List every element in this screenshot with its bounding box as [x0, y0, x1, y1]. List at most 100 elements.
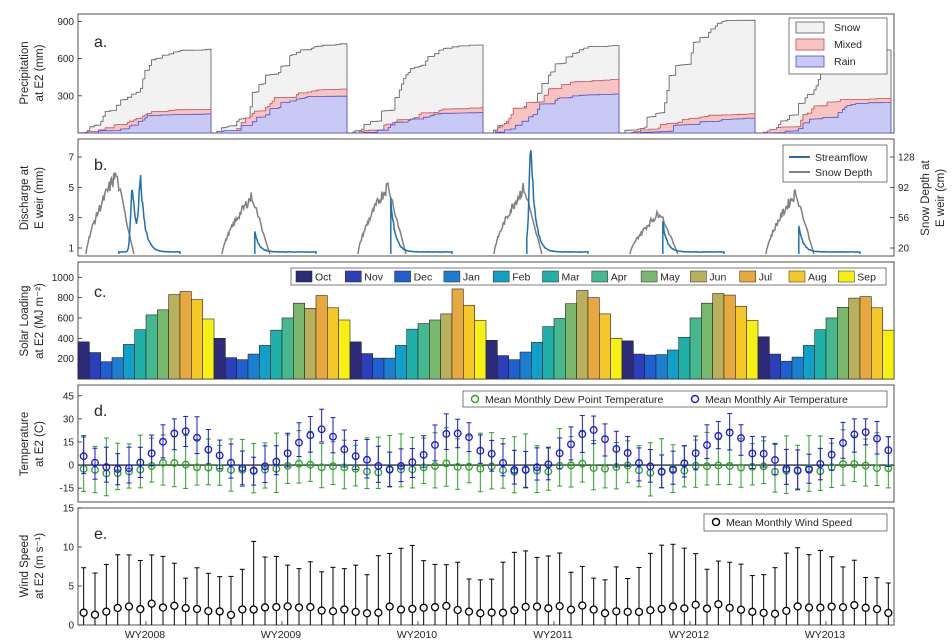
wind-point — [714, 600, 723, 609]
wind-point — [793, 602, 802, 611]
solar-bar-jun-wy2009 — [304, 307, 317, 380]
panel-d-label: d. — [94, 403, 107, 420]
wind-point — [646, 606, 655, 615]
wind-point — [532, 602, 542, 611]
solar-bar-jun-wy2011 — [576, 290, 589, 380]
wind-point — [782, 606, 791, 615]
legend-label-jan: Jan — [463, 272, 480, 284]
wind-point — [362, 609, 372, 618]
solar-bar-jul-wy2013 — [859, 296, 872, 380]
solar-bar-oct-wy2011 — [485, 340, 498, 380]
wind-point — [385, 602, 394, 611]
point-air — [295, 438, 303, 447]
solar-bar-oct-wy2012 — [621, 340, 634, 380]
wind-point — [612, 607, 621, 616]
wind-point — [124, 602, 134, 611]
legend-label-feb: Feb — [512, 272, 530, 284]
solar-bar-sep-wy2012 — [746, 320, 759, 380]
solar-bar-apr-wy2011 — [553, 318, 566, 380]
legend-label-may: May — [660, 272, 681, 284]
wind-point — [272, 602, 281, 612]
x-label-wy2011: WY2011 — [533, 629, 573, 641]
point-air — [249, 466, 258, 475]
wind-point — [702, 604, 712, 613]
panel-a-ylabel-line2: at E2 (mm) — [34, 44, 46, 101]
solar-bar-feb-wy2013 — [803, 345, 815, 380]
legend-label-snow: Snow — [834, 22, 861, 34]
panel-c-label: c. — [94, 284, 106, 301]
point-air — [759, 449, 768, 458]
panel-b: 1 3 5 7 20 56 92 128 b. Discharge at E weir (m… — [19, 138, 947, 257]
point-dewpoint — [861, 461, 870, 470]
point-air — [79, 452, 88, 461]
panel-a-ytick-label: 900 — [57, 17, 74, 28]
panel-d-yticks: 45 30 15 0 -15 — [60, 391, 82, 495]
point-air — [850, 430, 859, 439]
solar-bar-nov-wy2010 — [361, 353, 373, 380]
panel-a-plot — [80, 19, 892, 134]
panel-e-plot — [79, 540, 893, 625]
wind-point — [566, 605, 576, 614]
wind-point — [748, 607, 757, 616]
legend-swatch-nov — [345, 270, 362, 283]
panel-c-ytick-label: 200 — [57, 354, 74, 365]
panel-d: 45 30 15 0 -15 d. Temperature at E2 (C) Mean… — [19, 384, 895, 503]
point-air — [476, 446, 485, 455]
streamflow-line-wy2010 — [390, 197, 453, 254]
wind-point — [396, 605, 406, 614]
wind-point — [215, 607, 224, 616]
legend-label-dec: Dec — [414, 272, 433, 284]
solar-bar-may-wy2009 — [293, 302, 305, 380]
solar-bar-jul-wy2011 — [587, 297, 600, 380]
wind-point — [657, 604, 666, 614]
area-rain-wy2012 — [625, 117, 756, 134]
point-air — [147, 449, 156, 458]
solar-bar-dec-wy2010 — [372, 357, 385, 380]
solar-bar-dec-wy2008 — [100, 361, 113, 380]
solar-bar-feb-wy2012 — [667, 349, 679, 380]
legend-marker-dew-point — [470, 394, 480, 404]
wind-point — [804, 603, 814, 612]
point-dewpoint — [193, 463, 201, 472]
x-label-wy2013: WY2013 — [805, 629, 845, 641]
point-air — [419, 450, 428, 459]
wind-point — [555, 601, 564, 611]
panel-b-ytick-label: 5 — [68, 183, 74, 194]
panel-d-ytick-label: 30 — [63, 414, 75, 425]
point-air — [680, 459, 689, 468]
wind-point — [600, 609, 610, 618]
legend-label-rain: Rain — [834, 56, 856, 68]
point-air — [351, 452, 360, 461]
point-air — [306, 431, 315, 440]
point-dewpoint — [306, 460, 315, 469]
solar-bar-sep-wy2008 — [202, 318, 215, 380]
legend-swatch-may — [640, 270, 658, 283]
panel-c-ytick-label: 800 — [57, 293, 74, 304]
solar-bar-aug-wy2011 — [599, 313, 611, 380]
point-air — [567, 440, 575, 449]
area-rain-wy2013 — [761, 102, 892, 134]
wind-point — [170, 601, 179, 610]
panel-b-yticks: 1 3 5 7 — [68, 153, 82, 255]
panel-d-ytick-label: 45 — [63, 391, 75, 402]
solar-bar-mar-wy2012 — [678, 336, 691, 380]
solar-bar-jul-wy2008 — [179, 291, 192, 380]
point-air — [669, 466, 677, 474]
area-snow-wy2012 — [624, 19, 756, 134]
panel-d-ytick-label: -15 — [60, 484, 75, 495]
panel-c-ytick-label: 1000 — [52, 273, 75, 284]
point-air — [113, 465, 122, 473]
wind-point — [510, 606, 519, 615]
panel-d-ylabel-line2: at E2 (C) — [34, 421, 46, 467]
point-air — [782, 464, 791, 473]
point-dewpoint — [170, 459, 179, 467]
panel-c-ytick-label: 600 — [57, 313, 74, 324]
wind-point — [544, 604, 553, 613]
solar-bar-jul-wy2009 — [315, 295, 328, 380]
panel-b-legend-box — [782, 144, 888, 183]
legend-label-mixed: Mixed — [834, 39, 862, 51]
legend-swatch-mixed — [795, 38, 825, 51]
area-rain-wy2009 — [216, 95, 348, 134]
legend-label-jul: Jul — [759, 272, 772, 284]
solar-bar-may-wy2011 — [565, 303, 577, 380]
